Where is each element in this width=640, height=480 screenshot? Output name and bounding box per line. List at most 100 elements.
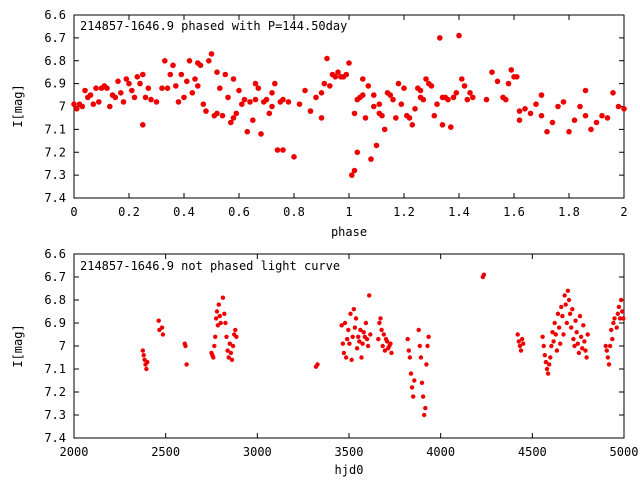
data-point bbox=[604, 348, 609, 353]
data-point bbox=[503, 96, 509, 103]
data-point bbox=[252, 96, 259, 103]
data-point bbox=[516, 117, 523, 123]
data-point bbox=[450, 94, 457, 101]
data-point bbox=[230, 115, 237, 121]
data-point bbox=[360, 92, 366, 98]
data-point bbox=[318, 115, 325, 121]
data-point bbox=[558, 341, 563, 346]
data-point bbox=[388, 341, 393, 346]
data-point bbox=[159, 85, 165, 91]
data-point bbox=[208, 51, 215, 57]
data-point bbox=[378, 316, 383, 321]
data-point bbox=[593, 119, 600, 126]
data-point bbox=[571, 117, 578, 123]
data-point bbox=[348, 311, 353, 316]
data-point bbox=[107, 103, 113, 110]
data-point bbox=[140, 348, 145, 353]
y-tick-label: 7 bbox=[59, 100, 66, 114]
data-point bbox=[218, 320, 223, 326]
data-point bbox=[137, 80, 143, 87]
data-point bbox=[225, 348, 230, 353]
data-point bbox=[224, 334, 229, 339]
x-tick-label: 1.2 bbox=[393, 205, 415, 219]
x-tick-label: 2500 bbox=[151, 445, 180, 459]
y-tick-label: 7.1 bbox=[44, 122, 66, 136]
data-point bbox=[380, 343, 385, 349]
data-point bbox=[437, 35, 443, 41]
data-point bbox=[241, 96, 248, 103]
data-point bbox=[542, 353, 547, 358]
data-point bbox=[186, 58, 193, 64]
data-point bbox=[577, 103, 583, 110]
data-point bbox=[423, 76, 429, 82]
data-point bbox=[285, 99, 292, 105]
x-tick-label: 4000 bbox=[426, 445, 455, 459]
data-point bbox=[252, 80, 259, 87]
data-point bbox=[489, 69, 495, 75]
data-point bbox=[302, 87, 308, 94]
data-point bbox=[481, 272, 487, 277]
y-tick-label: 7.3 bbox=[44, 168, 66, 182]
phased-light-curve-panel: 214857-1646.9 phased with P=144.50day ph… bbox=[11, 8, 628, 239]
data-point bbox=[360, 76, 366, 82]
data-point bbox=[572, 343, 577, 349]
data-point bbox=[362, 115, 369, 121]
data-point bbox=[420, 96, 427, 103]
data-point bbox=[578, 334, 584, 339]
y-tick-label: 7.1 bbox=[44, 362, 66, 376]
data-point bbox=[621, 316, 626, 321]
y-axis-label: I[mag] bbox=[11, 324, 25, 367]
data-point bbox=[412, 106, 418, 112]
data-point bbox=[599, 112, 605, 119]
data-point bbox=[203, 108, 209, 114]
data-point bbox=[173, 83, 179, 89]
data-point bbox=[233, 110, 240, 117]
y-tick-label: 6.9 bbox=[44, 316, 66, 330]
data-point bbox=[615, 311, 620, 316]
data-point bbox=[521, 341, 526, 346]
data-point bbox=[585, 332, 590, 337]
data-point bbox=[266, 110, 273, 117]
data-point bbox=[551, 339, 556, 344]
data-point bbox=[131, 94, 138, 101]
data-point bbox=[514, 74, 520, 80]
data-point bbox=[562, 293, 567, 298]
data-point bbox=[364, 336, 370, 342]
x-tick-label: 2 bbox=[620, 205, 627, 219]
data-point bbox=[148, 96, 154, 103]
y-tick-label: 6.6 bbox=[44, 8, 66, 22]
data-point bbox=[153, 99, 160, 105]
data-point bbox=[120, 99, 127, 105]
data-point bbox=[571, 336, 576, 342]
data-point bbox=[419, 380, 425, 385]
x-tick-label: 1.8 bbox=[558, 205, 580, 219]
x-tick-label: 1.4 bbox=[448, 205, 470, 219]
data-point bbox=[560, 99, 567, 105]
data-point bbox=[422, 412, 427, 418]
data-point bbox=[225, 94, 231, 101]
data-point bbox=[561, 332, 566, 337]
data-point bbox=[184, 78, 190, 85]
data-point bbox=[549, 119, 556, 126]
data-point bbox=[605, 355, 611, 360]
data-point bbox=[222, 71, 229, 78]
data-point bbox=[368, 156, 374, 162]
data-point bbox=[384, 339, 390, 344]
data-point bbox=[340, 341, 345, 346]
data-point bbox=[508, 67, 515, 73]
data-point bbox=[566, 297, 572, 303]
data-point bbox=[607, 343, 613, 349]
data-point bbox=[234, 334, 239, 339]
data-point bbox=[104, 85, 110, 91]
unphased-light-curve-panel: 214857-1646.9 not phased light curve hjd… bbox=[11, 247, 638, 477]
data-point bbox=[226, 355, 231, 360]
data-point bbox=[411, 394, 416, 399]
data-point bbox=[183, 343, 188, 349]
data-point bbox=[96, 99, 102, 105]
data-point bbox=[401, 85, 407, 91]
data-point bbox=[456, 32, 462, 39]
data-point bbox=[211, 355, 216, 360]
data-point bbox=[230, 343, 236, 349]
y-tick-label: 6.6 bbox=[44, 247, 66, 261]
x-tick-label: 0.4 bbox=[173, 205, 195, 219]
